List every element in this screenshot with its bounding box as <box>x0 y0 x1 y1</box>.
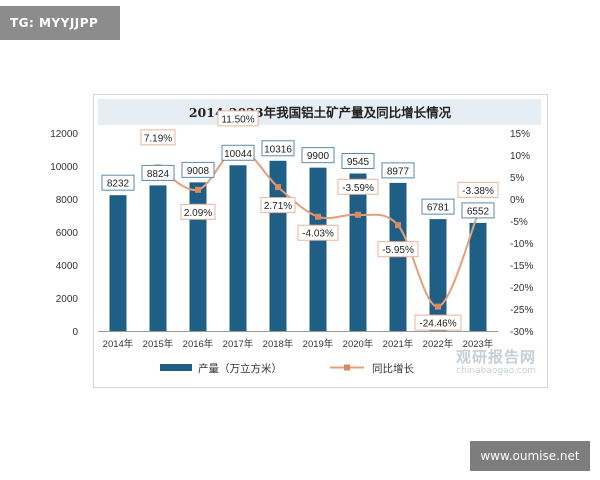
watermark-domain: chinabaogao.com <box>456 366 536 376</box>
x-tick-label: 2018年 <box>263 338 294 350</box>
right-tick-label: -25% <box>510 305 533 316</box>
bar-value-labels: 8232 8824 9008 10044 10316 9900 9545 8977 6781 65… <box>101 140 495 219</box>
growth-value-label: -5.95% <box>382 245 414 256</box>
bar-value-label: 8977 <box>387 166 410 177</box>
watermark-name: 观研报告网 <box>455 348 536 366</box>
right-tick-label: -20% <box>510 283 533 294</box>
chart-title-band <box>98 99 541 125</box>
growth-value-box <box>140 129 176 146</box>
bar-value-box <box>421 198 455 215</box>
bar-value-box <box>261 140 295 157</box>
growth-value-label: -24.46% <box>419 319 456 330</box>
bar-value-label: 10044 <box>224 149 252 160</box>
bar-value-box <box>301 147 335 164</box>
growth-marker <box>395 222 401 229</box>
bar <box>309 167 327 331</box>
bar-value-label: 9900 <box>307 151 330 162</box>
growth-marker <box>195 186 201 193</box>
bar-series <box>109 160 487 331</box>
growth-value-label: -4.03% <box>302 229 334 240</box>
left-tick-label: 12000 <box>50 129 78 140</box>
bar <box>429 219 447 331</box>
bar-value-label: 9545 <box>347 157 370 168</box>
right-tick-label: 10% <box>510 151 530 162</box>
bar <box>109 195 127 331</box>
x-tick-label: 2015年 <box>143 338 174 350</box>
x-axis: 2014年 2015年 2016年 2017年 2018年 2019年 2020年 2021年… <box>98 331 498 350</box>
bar-value-box <box>181 161 215 178</box>
x-tick-label: 2016年 <box>183 338 214 350</box>
bar <box>149 185 167 331</box>
growth-value-label: -3.38% <box>462 186 494 197</box>
growth-marker <box>355 211 361 218</box>
watermark: 观研报告网 chinabaogao.com <box>426 346 536 376</box>
legend-line-label: 同比增长 <box>372 362 414 375</box>
growth-value-label: 11.50% <box>221 114 254 125</box>
tag-badge: TG: MYYJJPP <box>0 6 120 40</box>
bar-value-box <box>221 144 255 161</box>
growth-value-label: 7.19% <box>144 133 172 144</box>
bar-value-box <box>461 202 495 219</box>
x-tick-label: 2014年 <box>103 338 134 350</box>
right-tick-label: -10% <box>510 239 533 250</box>
legend: 产量（万立方米） 同比增长 <box>160 362 414 375</box>
bar <box>349 173 367 331</box>
bar-value-label: 8232 <box>107 179 130 190</box>
left-tick-label: 4000 <box>56 261 79 272</box>
right-tick-label: -30% <box>510 327 533 338</box>
growth-marker <box>435 303 441 310</box>
legend-line-marker <box>344 364 350 371</box>
left-tick-label: 8000 <box>56 195 79 206</box>
left-tick-label: 10000 <box>50 162 78 173</box>
right-tick-label: -5% <box>510 217 528 228</box>
bar-value-box <box>381 162 415 179</box>
bar-value-label: 6781 <box>427 203 450 214</box>
left-tick-label: 2000 <box>56 294 79 305</box>
left-tick-label: 6000 <box>56 228 79 239</box>
bar <box>469 222 487 331</box>
footer-url-badge: www.oumise.net <box>470 441 590 471</box>
bar-value-label: 8824 <box>147 169 170 180</box>
left-tick-label: 0 <box>72 327 78 338</box>
x-tick-label: 2017年 <box>223 338 254 350</box>
bar-value-box <box>141 164 175 181</box>
right-y-axis: 15% 10% 5% 0% -5% -10% -15% -20% -25% -30% <box>510 129 533 338</box>
bar-value-label: 9008 <box>187 166 210 177</box>
growth-value-box <box>377 241 419 258</box>
bar <box>229 165 247 331</box>
bar-value-label: 10316 <box>264 144 292 155</box>
x-tick-label: 2022年 <box>423 338 454 350</box>
growth-marker <box>315 213 321 220</box>
legend-bar-swatch <box>160 364 192 371</box>
growth-value-label: 2.71% <box>264 201 292 212</box>
growth-value-box <box>414 314 462 331</box>
x-tick-label: 2020年 <box>343 338 374 350</box>
growth-value-box <box>297 224 339 241</box>
growth-value-box <box>260 197 296 214</box>
growth-value-box <box>457 181 499 198</box>
x-tick-label: 2023年 <box>463 338 494 350</box>
right-tick-label: 0% <box>510 195 525 206</box>
bar-value-label: 6552 <box>467 206 490 217</box>
growth-value-box <box>180 203 216 220</box>
growth-marker <box>275 184 281 191</box>
right-tick-label: 5% <box>510 173 525 184</box>
growth-value-labels: 7.19% 2.09% 11.50% 2.71% -4.03% -3.59% -5.95% -… <box>140 110 499 331</box>
growth-value-box <box>337 178 379 195</box>
legend-bar-label: 产量（万立方米） <box>198 362 282 375</box>
growth-value-box <box>217 110 259 127</box>
bar-value-box <box>341 153 375 170</box>
growth-value-label: 2.09% <box>184 208 212 219</box>
x-tick-label: 2019年 <box>303 338 334 350</box>
bar-value-box <box>101 174 135 191</box>
growth-value-label: -3.59% <box>342 183 374 194</box>
x-tick-label: 2021年 <box>383 338 414 350</box>
right-tick-label: -15% <box>510 261 533 272</box>
right-tick-label: 15% <box>510 129 530 140</box>
left-y-axis: 0 2000 4000 6000 8000 10000 12000 <box>50 129 78 338</box>
